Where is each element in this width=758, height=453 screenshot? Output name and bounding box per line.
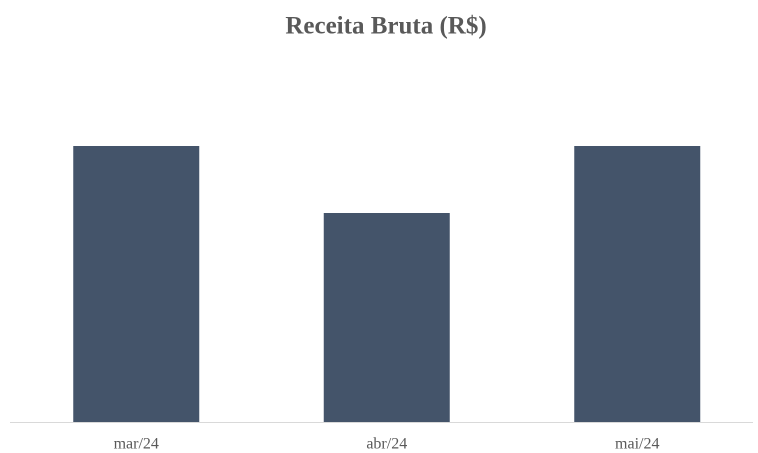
x-tick-label: mar/24 (114, 436, 159, 453)
x-tick-label: abr/24 (366, 436, 407, 453)
bar (73, 146, 200, 422)
bar (574, 146, 701, 422)
bar (323, 213, 450, 422)
x-tick-label: mai/24 (615, 436, 659, 453)
chart-title: Receita Bruta (R$) (285, 13, 486, 40)
